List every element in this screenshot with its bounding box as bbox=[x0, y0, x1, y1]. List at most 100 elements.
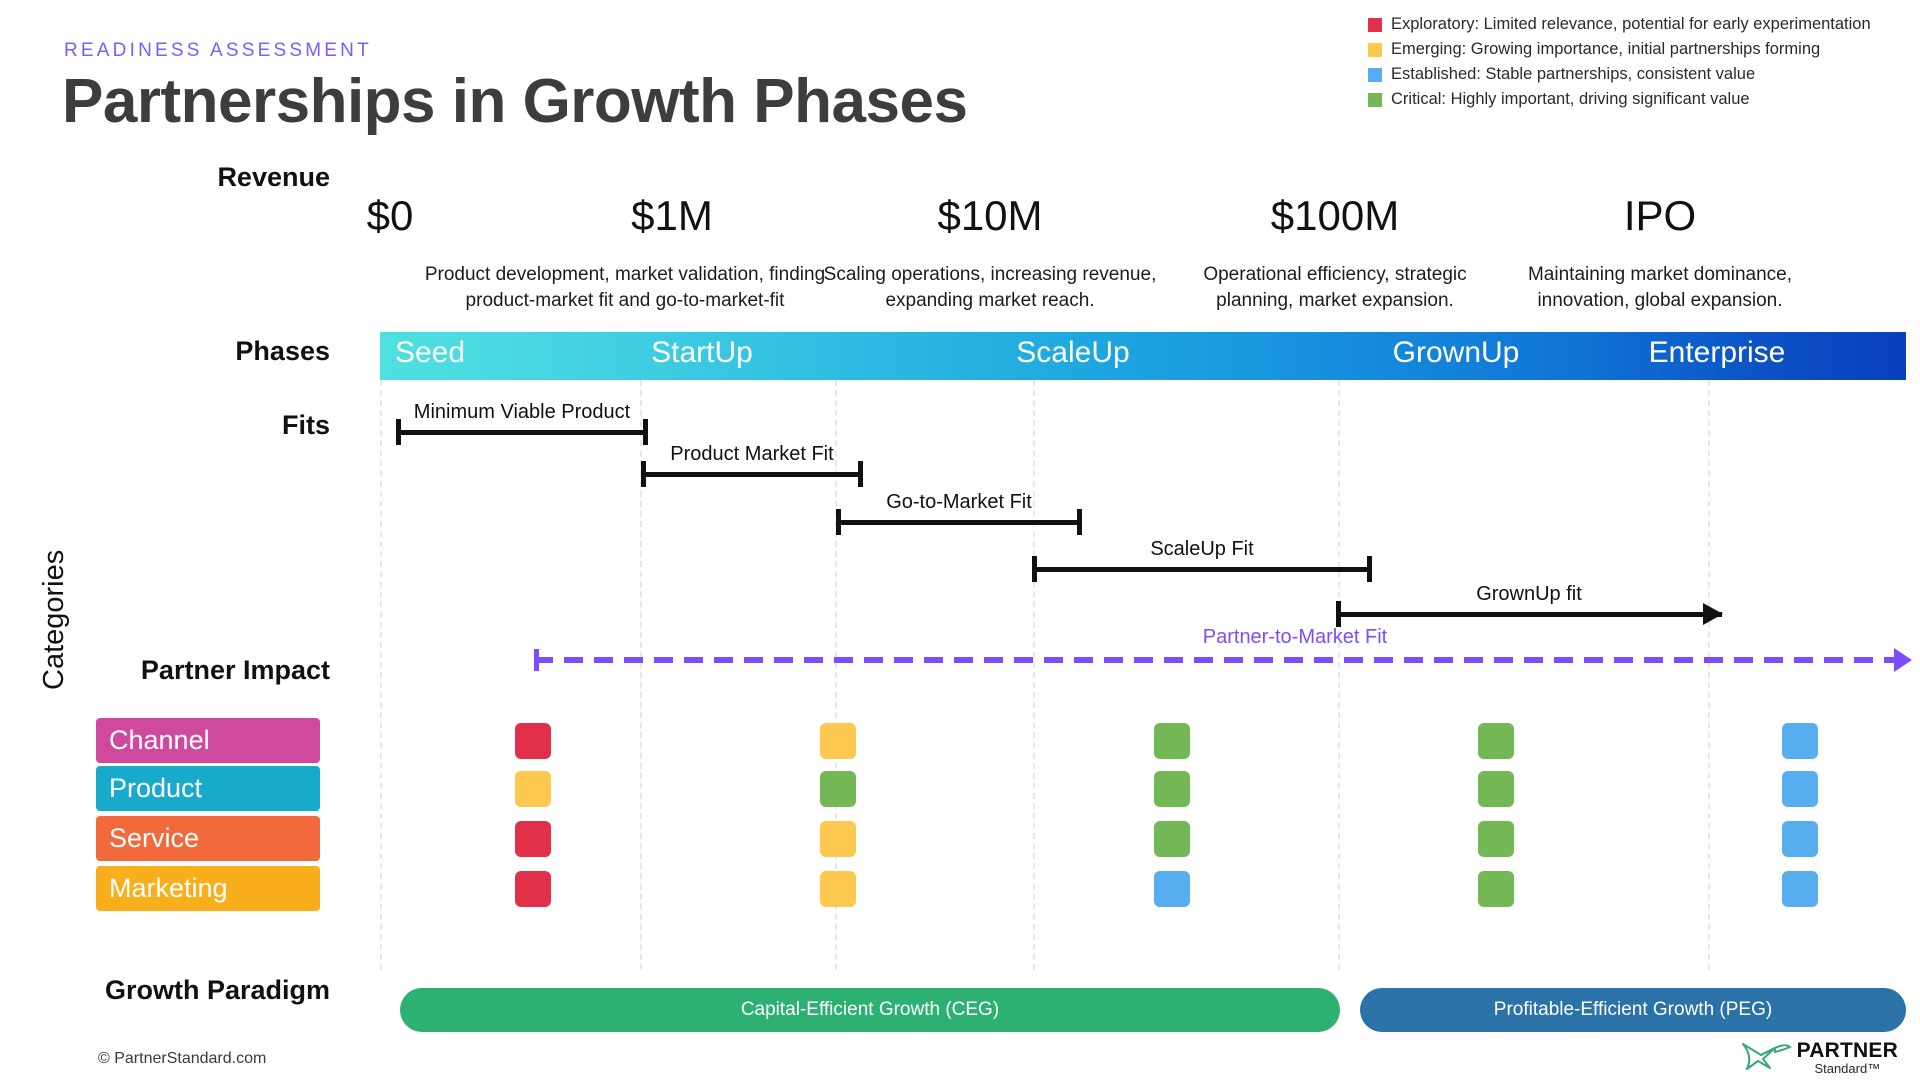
legend-item-established: Established: Stable partnerships, consis… bbox=[1368, 62, 1908, 87]
growth-paradigm-bar-0[interactable]: Capital-Efficient Growth (CEG) bbox=[400, 988, 1340, 1032]
hummingbird-icon bbox=[1741, 1042, 1792, 1071]
category-label: Service bbox=[109, 823, 200, 853]
legend-swatch-exploratory bbox=[1368, 17, 1382, 32]
phase-label-grownup: GrownUp bbox=[1392, 336, 1520, 369]
fit-bracket-1 bbox=[641, 461, 863, 487]
impact-cell-service-enterprise[interactable] bbox=[1782, 821, 1818, 857]
impact-cell-product-enterprise[interactable] bbox=[1782, 771, 1818, 807]
fit-cap-right bbox=[643, 419, 648, 445]
row-label-revenue: Revenue bbox=[217, 162, 330, 192]
phase-description-enterprise: Maintaining market dominance, innovation… bbox=[1527, 264, 1793, 312]
fit-bar bbox=[1032, 567, 1372, 572]
phases-bar bbox=[380, 332, 1906, 380]
gridline-3 bbox=[1033, 380, 1035, 970]
impact-cell-marketing-grownup[interactable] bbox=[1478, 871, 1514, 907]
legend-label-exploratory: Exploratory: Limited relevance, potentia… bbox=[1391, 15, 1871, 33]
impact-cell-marketing-seed[interactable] bbox=[515, 871, 551, 907]
fit-bar bbox=[396, 430, 648, 435]
impact-cell-channel-scaleup[interactable] bbox=[1154, 723, 1190, 759]
gridline-1 bbox=[640, 380, 642, 970]
revenue-value-grownup: $100M bbox=[1270, 192, 1400, 239]
row-label-growth-paradigm: Growth Paradigm bbox=[104, 975, 330, 1005]
revenue-value-seed: $0 bbox=[366, 192, 414, 239]
impact-cell-service-grownup[interactable] bbox=[1478, 821, 1514, 857]
fit-cap-left bbox=[836, 509, 841, 535]
fit-bracket-2 bbox=[836, 509, 1082, 535]
phase-description-grownup: Operational efficiency, strategic planni… bbox=[1203, 264, 1467, 312]
growth-paradigm-label: Profitable-Efficient Growth (PEG) bbox=[1493, 999, 1773, 1020]
phase-label-startup: StartUp bbox=[651, 336, 753, 369]
partner-to-market-line bbox=[534, 648, 1912, 672]
legend-item-critical: Critical: Highly important, driving sign… bbox=[1368, 87, 1908, 112]
impact-cell-channel-grownup[interactable] bbox=[1478, 723, 1514, 759]
impact-cell-channel-seed[interactable] bbox=[515, 723, 551, 759]
impact-cell-marketing-enterprise[interactable] bbox=[1782, 871, 1818, 907]
partner-to-market-cap bbox=[534, 649, 539, 671]
fit-cap-right bbox=[1367, 556, 1372, 582]
impact-cell-channel-startup[interactable] bbox=[820, 723, 856, 759]
phase-label-enterprise: Enterprise bbox=[1648, 336, 1786, 369]
legend-label-established: Established: Stable partnerships, consis… bbox=[1391, 65, 1756, 83]
fit-cap-left bbox=[1032, 556, 1037, 582]
fit-cap-left bbox=[641, 461, 646, 487]
partner-standard-logo: PARTNER Standard™ bbox=[1741, 1038, 1898, 1076]
impact-cell-channel-enterprise[interactable] bbox=[1782, 723, 1818, 759]
fit-bracket-0 bbox=[396, 419, 648, 445]
fit-bar bbox=[836, 520, 1082, 525]
gridline-5 bbox=[1708, 380, 1710, 970]
row-label-fits: Fits bbox=[281, 410, 330, 440]
legend-swatch-emerging bbox=[1368, 42, 1382, 57]
category-bar-product[interactable]: Product bbox=[96, 766, 320, 811]
fit-cap-right bbox=[858, 461, 863, 487]
gridline-0 bbox=[380, 380, 382, 970]
phase-description-scaleup: Scaling operations, increasing revenue, … bbox=[823, 264, 1157, 312]
logo-main-text: PARTNER bbox=[1796, 1038, 1898, 1062]
category-label: Product bbox=[109, 773, 203, 803]
fit-label-1: Product Market Fit bbox=[670, 443, 834, 465]
phase-label-scaleup: ScaleUp bbox=[1016, 336, 1130, 369]
impact-cell-service-seed[interactable] bbox=[515, 821, 551, 857]
row-label-partner-impact: Partner Impact bbox=[140, 655, 330, 685]
fit-label-2: Go-to-Market Fit bbox=[886, 491, 1032, 513]
row-label-phases: Phases bbox=[235, 336, 330, 366]
legend: Exploratory: Limited relevance, potentia… bbox=[1368, 12, 1908, 112]
impact-cell-service-scaleup[interactable] bbox=[1154, 821, 1190, 857]
impact-cell-product-scaleup[interactable] bbox=[1154, 771, 1190, 807]
legend-item-exploratory: Exploratory: Limited relevance, potentia… bbox=[1368, 12, 1908, 37]
page-title: Partnerships in Growth Phases bbox=[62, 67, 968, 136]
categories-axis-label: Categories bbox=[38, 549, 70, 690]
phase-label-seed: Seed bbox=[394, 336, 466, 369]
fit-cap-right bbox=[1077, 509, 1082, 535]
category-bar-channel[interactable]: Channel bbox=[96, 718, 320, 763]
fit-label-0: Minimum Viable Product bbox=[413, 401, 631, 423]
fit-bracket-3 bbox=[1032, 556, 1372, 582]
impact-cell-marketing-scaleup[interactable] bbox=[1154, 871, 1190, 907]
impact-cell-service-startup[interactable] bbox=[820, 821, 856, 857]
impact-cell-product-seed[interactable] bbox=[515, 771, 551, 807]
growth-paradigm-label: Capital-Efficient Growth (CEG) bbox=[740, 999, 1000, 1020]
legend-swatch-critical bbox=[1368, 92, 1382, 107]
partner-to-market-label: Partner-to-Market Fit bbox=[1202, 626, 1388, 648]
phase-description-seed: Product development, market validation, … bbox=[424, 264, 826, 312]
fit-cap-left bbox=[1336, 601, 1341, 627]
gridline-2 bbox=[835, 380, 837, 970]
revenue-value-startup: $1M bbox=[631, 192, 713, 239]
growth-paradigm-bar-1[interactable]: Profitable-Efficient Growth (PEG) bbox=[1360, 988, 1906, 1032]
category-bar-service[interactable]: Service bbox=[96, 816, 320, 861]
gridline-4 bbox=[1338, 380, 1340, 970]
category-bar-marketing[interactable]: Marketing bbox=[96, 866, 320, 911]
fit-label-4: GrownUp fit bbox=[1476, 583, 1582, 605]
impact-cell-product-startup[interactable] bbox=[820, 771, 856, 807]
category-label: Channel bbox=[109, 725, 210, 755]
category-label: Marketing bbox=[109, 873, 228, 903]
impact-cell-product-grownup[interactable] bbox=[1478, 771, 1514, 807]
legend-label-critical: Critical: Highly important, driving sign… bbox=[1391, 90, 1750, 108]
legend-swatch-established bbox=[1368, 67, 1382, 82]
eyebrow-label: READINESS ASSESSMENT bbox=[64, 40, 372, 61]
revenue-value-scaleup: $10M bbox=[937, 192, 1043, 239]
fit-bar bbox=[641, 472, 863, 477]
impact-cell-marketing-startup[interactable] bbox=[820, 871, 856, 907]
fit-cap-left bbox=[396, 419, 401, 445]
fit-bar bbox=[1336, 612, 1722, 617]
